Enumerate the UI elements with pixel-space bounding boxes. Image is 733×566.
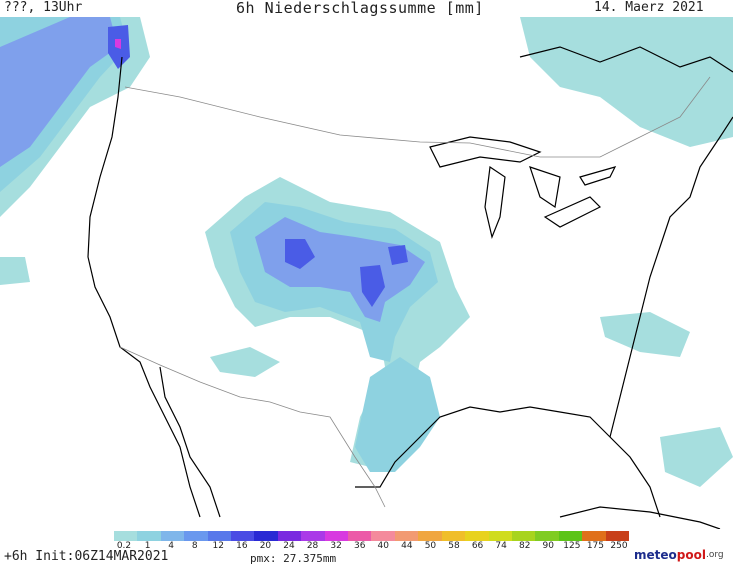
legend-label: 40 <box>377 541 390 551</box>
us-mexico-border <box>119 346 386 508</box>
legend-swatch <box>301 531 325 541</box>
forecast-date: 14. Maerz 2021 <box>594 0 704 15</box>
legend-labels: 0.2 1 4 8 12 16 20 24 28 32 36 40 44 50 58 66 74 82 90 125 1… <box>114 541 629 553</box>
precip-area-plains-core-2 <box>360 265 385 307</box>
legend-label: 4 <box>168 541 175 551</box>
legend-swatch <box>137 531 161 541</box>
precip-area-pacific-heavy <box>0 17 118 167</box>
cuba-outline <box>559 506 721 529</box>
legend-swatch <box>371 531 395 541</box>
precipitation-map <box>0 17 733 529</box>
legend-label: 1 <box>144 541 151 551</box>
baja-coast <box>159 366 221 518</box>
legend-label: 20 <box>259 541 272 551</box>
hudson-bay-edge <box>519 46 733 73</box>
us-canada-border <box>124 76 711 158</box>
forecast-time-label: ???, 13Uhr <box>4 0 83 15</box>
legend-label: 16 <box>236 541 248 551</box>
legend-swatch <box>324 531 349 541</box>
legend-swatch <box>465 531 489 541</box>
legend-label: 50 <box>424 541 437 551</box>
precip-area-east <box>600 312 690 357</box>
legend-swatch <box>207 531 232 541</box>
great-lakes-michigan <box>484 165 506 239</box>
legend-label: 175 <box>586 541 605 551</box>
legend-label: 74 <box>495 541 507 551</box>
legend-label: 82 <box>518 541 531 551</box>
precip-area-plains-core-3 <box>388 245 408 265</box>
legend-label: 44 <box>401 541 413 551</box>
legend-swatch <box>394 531 419 541</box>
legend-label: 28 <box>306 541 319 551</box>
great-lakes-erie <box>543 196 602 228</box>
legend-swatch <box>231 531 255 541</box>
legend-swatch <box>441 531 466 541</box>
precip-area-west-coast-small <box>0 257 30 285</box>
gulf-coastline <box>355 406 661 518</box>
legend-swatch <box>558 531 583 541</box>
legend-swatch <box>605 531 629 541</box>
legend-label: 36 <box>353 541 366 551</box>
meteopool-brand-accent: pool <box>676 548 706 562</box>
coastline-layer <box>87 46 733 529</box>
legend-label: 90 <box>542 541 555 551</box>
precipitation-legend <box>114 531 629 541</box>
legend-label: 8 <box>191 541 198 551</box>
legend-label: 24 <box>283 541 295 551</box>
legend-swatch <box>277 531 302 541</box>
legend-label: 0.2 <box>116 541 132 551</box>
legend-label: 32 <box>330 541 342 551</box>
legend-swatch <box>184 531 208 541</box>
map-canvas <box>0 17 733 529</box>
legend-swatch <box>511 531 536 541</box>
precip-area-bc-max <box>115 39 121 49</box>
legend-swatch <box>160 531 185 541</box>
legend-swatch <box>488 531 512 541</box>
precip-area-plains-core <box>285 239 315 269</box>
legend-swatch <box>535 531 559 541</box>
west-coastline <box>87 56 201 518</box>
legend-label: 66 <box>471 541 484 551</box>
meteopool-brand-suffix: .org <box>705 550 724 560</box>
great-lakes-ontario <box>579 166 617 186</box>
great-lakes-huron <box>529 166 561 209</box>
precip-area-texas <box>355 357 440 472</box>
east-coastline <box>609 116 733 438</box>
precip-area-florida-gulf <box>660 427 733 487</box>
precip-area-northeast <box>520 17 733 147</box>
legend-swatch <box>418 531 442 541</box>
border-layer <box>119 76 711 508</box>
legend-label: 12 <box>212 541 225 551</box>
legend-swatch <box>582 531 606 541</box>
map-title: 6h Niederschlagssumme [mm] <box>236 0 484 17</box>
great-lakes-superior <box>429 136 542 168</box>
meteopool-logo: meteo pool .org <box>634 546 724 564</box>
legend-label: 250 <box>610 541 628 551</box>
legend-swatch <box>254 531 278 541</box>
max-precip-value: pmx: 27.375mm <box>250 552 337 565</box>
model-run-info: +6h Init:06Z14MAR2021 <box>4 549 169 564</box>
legend-swatch <box>114 531 138 541</box>
legend-label: 125 <box>563 541 581 551</box>
precip-area-southwest <box>210 347 280 377</box>
legend-label: 58 <box>448 541 460 551</box>
meteopool-brand-main: meteo <box>634 548 677 562</box>
precipitation-layer <box>0 17 733 487</box>
legend-swatch <box>348 531 372 541</box>
